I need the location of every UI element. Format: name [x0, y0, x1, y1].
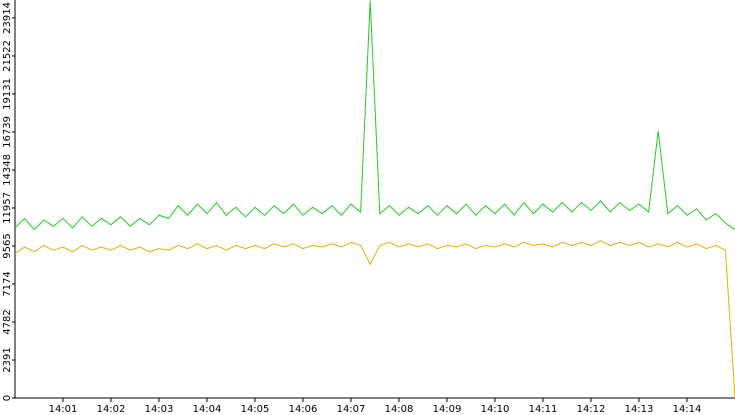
y-tick-label: 11957 [2, 192, 13, 224]
x-tick-label: 14:09 [433, 404, 462, 415]
y-tick-label: 9565 [2, 233, 13, 258]
y-tick-label: 16739 [2, 116, 13, 148]
y-tick-label: 0 [2, 395, 13, 401]
x-tick-label: 14:13 [625, 404, 654, 415]
y-tick-label: 14348 [2, 154, 13, 186]
x-tick-label: 14:08 [385, 404, 414, 415]
y-tick-label: 2391 [2, 347, 13, 372]
y-tick-label: 4782 [2, 309, 13, 334]
x-tick-label: 14:14 [673, 404, 702, 415]
x-tick-label: 14:05 [241, 404, 270, 415]
y-tick-label: 19131 [2, 78, 13, 110]
x-tick-label: 14:07 [337, 404, 366, 415]
x-tick-label: 14:12 [577, 404, 606, 415]
x-tick-label: 14:01 [49, 404, 78, 415]
x-tick-label: 14:06 [289, 404, 318, 415]
series-line [14, 240, 735, 399]
y-tick-label: 7174 [2, 271, 13, 296]
x-tick-label: 14:03 [145, 404, 174, 415]
x-tick-label: 14:02 [97, 404, 126, 415]
series-line [14, 0, 735, 231]
x-tick-label: 14:10 [481, 404, 510, 415]
y-tick-label: 21522 [2, 40, 13, 72]
x-tick-label: 14:11 [529, 404, 558, 415]
y-tick-label: 23914 [2, 2, 13, 34]
x-tick-label: 14:04 [193, 404, 222, 415]
